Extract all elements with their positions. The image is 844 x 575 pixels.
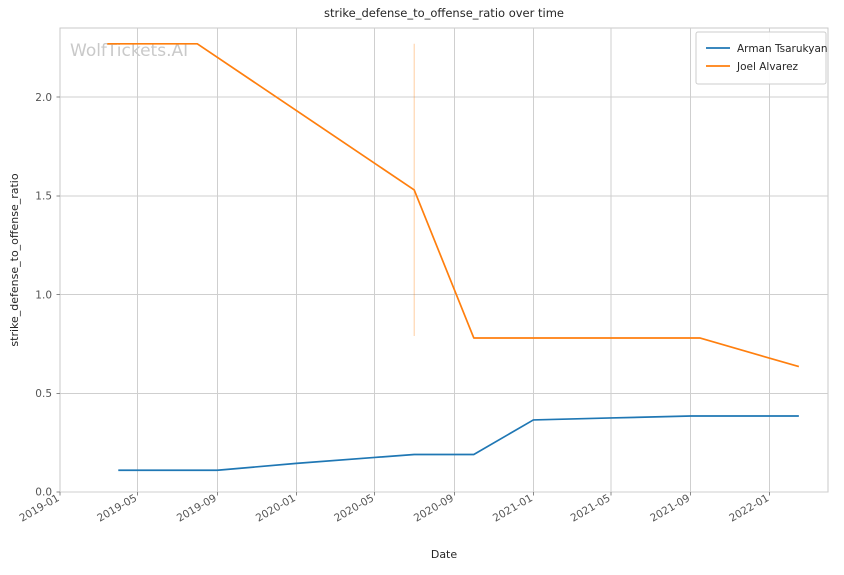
xtick-label: 2020-09 [412, 492, 456, 524]
ytick-label: 2.0 [35, 92, 52, 104]
xtick-label: 2019-09 [175, 492, 219, 524]
ytick-label: 0.0 [35, 487, 52, 499]
xtick-label: 2021-05 [569, 492, 613, 524]
x-axis-label: Date [431, 548, 458, 561]
xtick-label: 2019-05 [95, 492, 139, 524]
watermark-label: WolfTickets.AI [70, 41, 188, 61]
ytick-label: 1.5 [35, 191, 52, 203]
xtick-label: 2020-01 [254, 492, 298, 524]
series-line-1 [107, 42, 800, 368]
legend-label-0: Arman Tsarukyan [737, 43, 828, 55]
chart-title: strike_defense_to_offense_ratio over tim… [324, 6, 564, 20]
ytick-label: 1.0 [35, 289, 52, 301]
y-axis-label: strike_defense_to_offense_ratio [8, 173, 21, 346]
legend-box [695, 31, 827, 85]
ytick-label: 0.5 [35, 388, 52, 400]
xtick-label: 2021-09 [648, 492, 692, 524]
xtick-label: 2021-01 [491, 492, 535, 524]
series-line-0 [118, 415, 799, 472]
plot-area [59, 27, 829, 493]
xtick-label: 2020-05 [332, 492, 376, 524]
legend-label-1: Joel Alvarez [736, 61, 799, 73]
xtick-label: 2022-01 [727, 492, 771, 524]
